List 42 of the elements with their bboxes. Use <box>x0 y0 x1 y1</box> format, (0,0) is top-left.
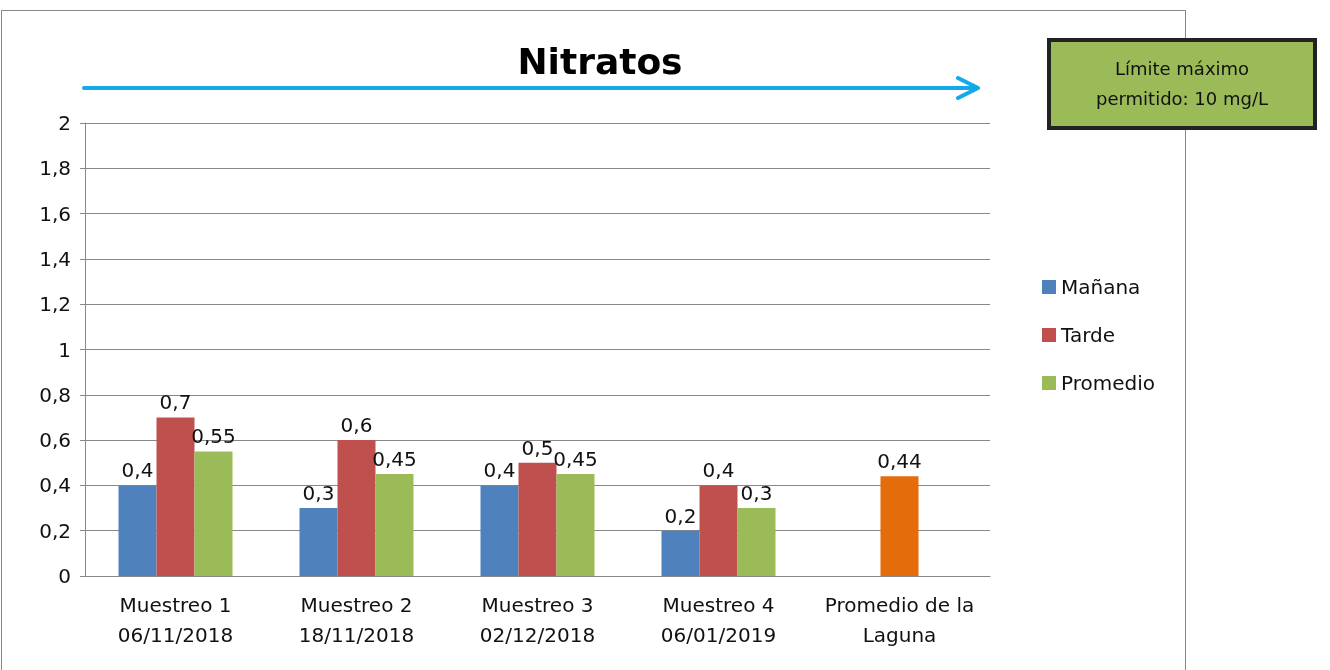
bar <box>661 530 700 576</box>
bar <box>480 485 519 576</box>
data-label: 0,4 <box>121 458 154 483</box>
legend-label: Mañana <box>1061 275 1141 299</box>
bar <box>880 476 919 576</box>
data-label: 0,6 <box>340 413 373 438</box>
bar <box>194 451 233 576</box>
bar <box>556 474 595 576</box>
legend-label: Tarde <box>1060 323 1116 347</box>
y-tick-label: 1,6 <box>39 201 71 226</box>
data-label: 0,45 <box>553 447 598 472</box>
y-tick-label: 1 <box>58 337 71 362</box>
bar <box>299 508 338 576</box>
y-tick-label: 0,4 <box>39 473 71 498</box>
data-label: 0,2 <box>664 503 697 528</box>
y-tick-label: 1,2 <box>39 292 71 317</box>
y-tick-label: 2 <box>58 111 71 135</box>
chart-title: Nitratos <box>517 40 683 82</box>
text: Límite máximo permitido: 10 mg/L <box>1047 38 1317 130</box>
data-label: 0,3 <box>302 481 335 506</box>
y-tick-label: 1,4 <box>39 246 71 271</box>
bar <box>375 474 414 576</box>
x-tick-label: Muestreo 1 06/11/2018 <box>117 593 234 647</box>
data-label: 0,3 <box>740 481 773 506</box>
data-label: 0,7 <box>159 390 192 415</box>
legend-label: Promedio <box>1061 371 1156 395</box>
y-tick-label: 0,8 <box>39 382 71 407</box>
data-label: 0,44 <box>877 449 922 474</box>
x-tick-label: Muestreo 3 02/12/2018 <box>479 593 596 647</box>
x-tick-label: Muestreo 4 06/01/2019 <box>660 593 777 647</box>
data-label: 0,5 <box>521 435 554 460</box>
y-tick-label: 1,8 <box>39 156 71 181</box>
data-label: 0,4 <box>483 458 516 483</box>
y-tick-label: 0,2 <box>39 518 71 543</box>
x-tick-label: Promedio de la Laguna <box>824 593 975 647</box>
y-tick-label: 0 <box>58 564 71 588</box>
bar <box>737 508 776 576</box>
data-label: 0,4 <box>702 458 735 483</box>
bar <box>699 485 738 576</box>
x-tick-label: Muestreo 2 18/11/2018 <box>298 593 415 647</box>
bar <box>118 485 157 576</box>
y-tick-label: 0,6 <box>39 428 71 453</box>
